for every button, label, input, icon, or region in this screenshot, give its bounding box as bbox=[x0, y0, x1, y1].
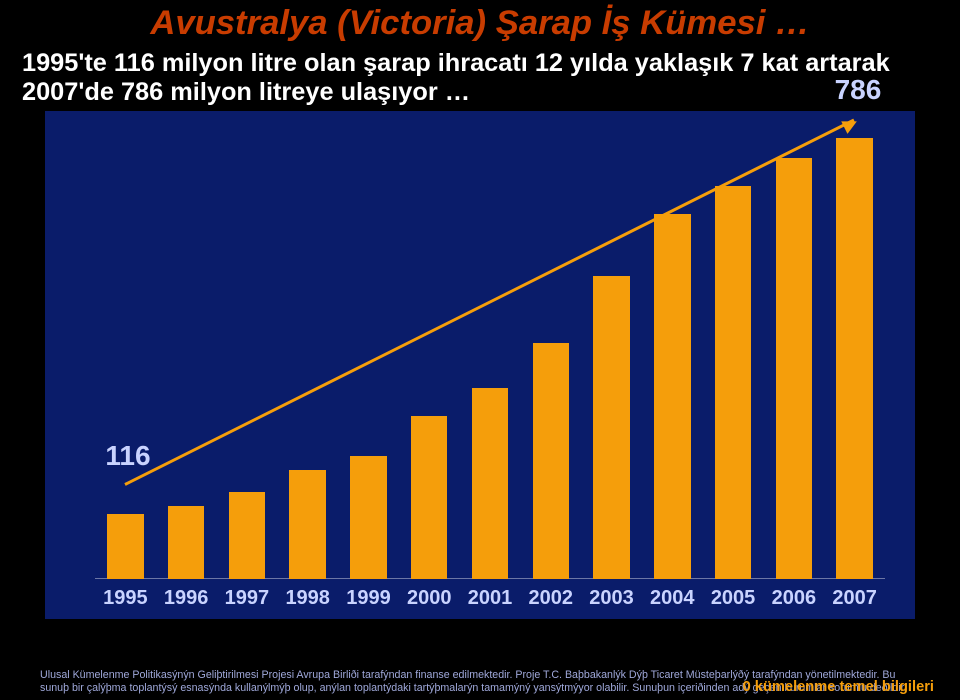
x-axis-label: 1996 bbox=[164, 587, 209, 610]
plot-area: 116786 bbox=[95, 119, 885, 579]
bar bbox=[776, 158, 812, 579]
x-axis-label: 2001 bbox=[468, 587, 513, 610]
x-axis-label: 1995 bbox=[103, 587, 148, 610]
x-axis-label: 2007 bbox=[832, 587, 877, 610]
bar bbox=[654, 214, 690, 579]
x-axis-label: 2005 bbox=[711, 587, 756, 610]
x-axis-label: 2004 bbox=[650, 587, 695, 610]
slide-subtitle: 1995'te 116 milyon litre olan şarap ihra… bbox=[0, 43, 960, 111]
bar bbox=[107, 514, 143, 579]
x-axis-labels: 1995 1996 1997 1998 1999 2000 2001 2002 2003 2004… bbox=[95, 585, 885, 613]
bar bbox=[411, 416, 447, 579]
slide: Avustralya (Victoria) Şarap İş Kümesi … … bbox=[0, 0, 960, 700]
x-axis-label: 2006 bbox=[772, 587, 817, 610]
x-axis-label: 2002 bbox=[529, 587, 574, 610]
x-axis-label: 1997 bbox=[225, 587, 270, 610]
footer: Ulusal Kümelenme Politikasýnýn Geliþtiri… bbox=[40, 669, 920, 694]
trend-arrow-head bbox=[842, 115, 861, 134]
bar bbox=[836, 138, 872, 579]
bar bbox=[533, 343, 569, 579]
value-label: 786 bbox=[835, 74, 882, 106]
bar bbox=[715, 186, 751, 579]
bar bbox=[472, 388, 508, 579]
value-label: 116 bbox=[105, 440, 150, 472]
x-axis-label: 2000 bbox=[407, 587, 452, 610]
slide-title: Avustralya (Victoria) Şarap İş Kümesi … bbox=[0, 0, 960, 43]
bar bbox=[593, 276, 629, 579]
bar bbox=[229, 492, 265, 579]
x-axis-label: 1998 bbox=[285, 587, 330, 610]
bar-chart: 116786 1995 1996 1997 1998 1999 2000 2001 2002 2… bbox=[45, 111, 915, 619]
bar bbox=[289, 470, 325, 579]
bar bbox=[168, 506, 204, 579]
x-axis-label: 2003 bbox=[589, 587, 634, 610]
bar bbox=[350, 456, 386, 579]
footer-badge: 0 kümelenme temel bilgileri bbox=[743, 679, 934, 695]
x-axis-label: 1999 bbox=[346, 587, 391, 610]
